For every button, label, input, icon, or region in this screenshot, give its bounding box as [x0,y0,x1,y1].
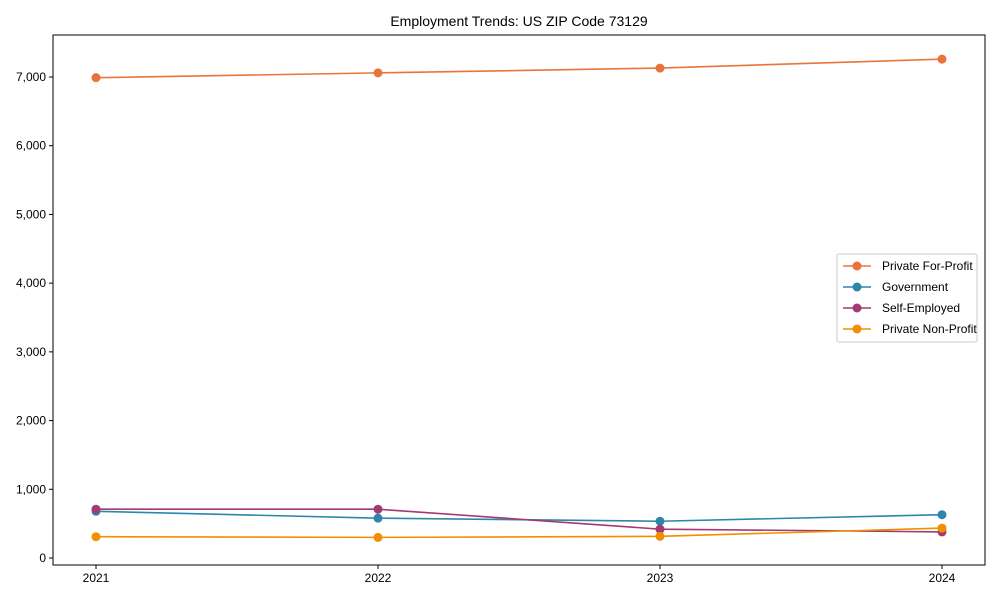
data-point [91,73,101,83]
x-tick-label: 2024 [929,571,956,585]
plot-area [91,54,947,542]
data-point [373,513,383,523]
y-tick-label: 5,000 [16,207,46,221]
legend-label: Government [882,280,949,294]
legend-item: Private For-Profit [843,259,973,273]
legend-marker-icon [852,324,862,334]
y-tick-label: 7,000 [16,70,46,84]
y-tick-label: 4,000 [16,276,46,290]
y-tick-label: 2,000 [16,414,46,428]
legend-item: Private Non-Profit [843,322,977,336]
series-private-non-profit [91,523,947,542]
legend-marker-icon [852,261,862,271]
data-point [937,54,947,64]
x-tick-label: 2021 [83,571,110,585]
legend-item: Self-Employed [843,301,960,315]
data-point [91,504,101,514]
legend-item: Government [843,280,949,294]
series-line [96,508,943,533]
x-tick-label: 2023 [647,571,674,585]
y-tick-label: 3,000 [16,345,46,359]
plot-frame [52,34,986,566]
legend-box [836,253,978,343]
legend-marker-icon [852,282,862,292]
y-tick-label: 6,000 [16,139,46,153]
data-point [937,510,947,520]
data-point [655,516,665,526]
y-tick-label: 1,000 [16,482,46,496]
legend-label: Self-Employed [882,301,960,315]
x-tick-label: 2022 [365,571,392,585]
data-point [91,532,101,542]
series-private-for-profit [91,54,947,83]
data-point [655,524,665,534]
y-axis: 0 1,000 2,000 3,000 4,000 5,000 6,000 7,000 [16,70,53,565]
data-point [655,531,665,541]
data-point [655,63,665,73]
legend-marker-icon [852,303,862,313]
series-line [95,58,943,79]
chart-title: Employment Trends: US ZIP Code 73129 [390,13,648,29]
data-point [373,532,383,542]
legend-label: Private Non-Profit [882,322,977,336]
data-point [373,504,383,514]
data-point [373,68,383,78]
x-axis: 2021 2022 2023 2024 [83,565,956,585]
y-tick-label: 0 [39,551,46,565]
data-point [937,523,947,533]
legend: Private For-Profit Government Self-Employe… [836,253,978,343]
series-line [95,527,943,539]
legend-label: Private For-Profit [882,259,973,273]
